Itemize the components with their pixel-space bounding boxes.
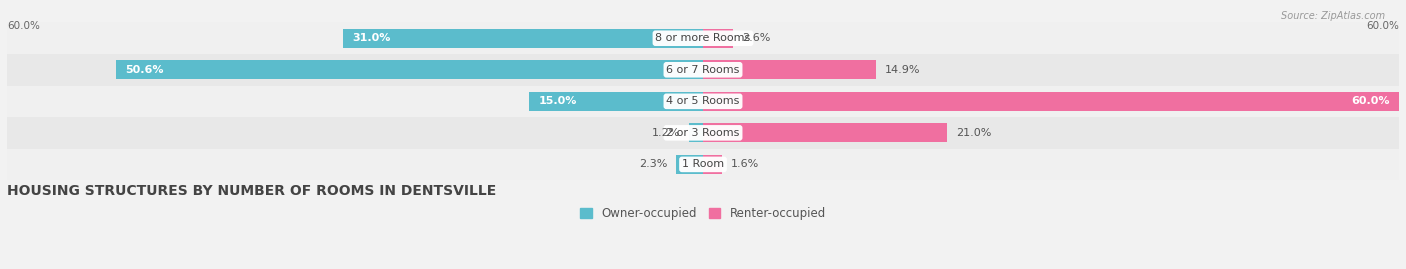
- Text: 60.0%: 60.0%: [1367, 21, 1399, 31]
- Text: 60.0%: 60.0%: [1351, 96, 1389, 106]
- Text: 60.0%: 60.0%: [7, 21, 39, 31]
- Text: 15.0%: 15.0%: [538, 96, 576, 106]
- Text: 6 or 7 Rooms: 6 or 7 Rooms: [666, 65, 740, 75]
- Text: 14.9%: 14.9%: [886, 65, 921, 75]
- Bar: [689, 123, 703, 142]
- Text: 1.2%: 1.2%: [651, 128, 679, 138]
- Text: 21.0%: 21.0%: [956, 128, 991, 138]
- Bar: [7, 86, 1399, 117]
- Bar: [703, 60, 876, 79]
- Text: 2.6%: 2.6%: [742, 33, 770, 43]
- Bar: [703, 123, 946, 142]
- Text: 8 or more Rooms: 8 or more Rooms: [655, 33, 751, 43]
- Bar: [529, 92, 703, 111]
- Bar: [7, 148, 1399, 180]
- Bar: [676, 155, 703, 174]
- Bar: [7, 23, 1399, 54]
- Bar: [703, 29, 733, 48]
- Text: HOUSING STRUCTURES BY NUMBER OF ROOMS IN DENTSVILLE: HOUSING STRUCTURES BY NUMBER OF ROOMS IN…: [7, 183, 496, 197]
- Text: 4 or 5 Rooms: 4 or 5 Rooms: [666, 96, 740, 106]
- Bar: [7, 117, 1399, 148]
- Text: 50.6%: 50.6%: [125, 65, 163, 75]
- Text: 1.6%: 1.6%: [731, 160, 759, 169]
- Text: 1 Room: 1 Room: [682, 160, 724, 169]
- Text: Source: ZipAtlas.com: Source: ZipAtlas.com: [1281, 11, 1385, 21]
- Text: 2.3%: 2.3%: [638, 160, 666, 169]
- Bar: [703, 92, 1399, 111]
- Bar: [343, 29, 703, 48]
- Bar: [703, 155, 721, 174]
- Text: 2 or 3 Rooms: 2 or 3 Rooms: [666, 128, 740, 138]
- Legend: Owner-occupied, Renter-occupied: Owner-occupied, Renter-occupied: [575, 202, 831, 225]
- Bar: [115, 60, 703, 79]
- Bar: [7, 54, 1399, 86]
- Text: 31.0%: 31.0%: [353, 33, 391, 43]
